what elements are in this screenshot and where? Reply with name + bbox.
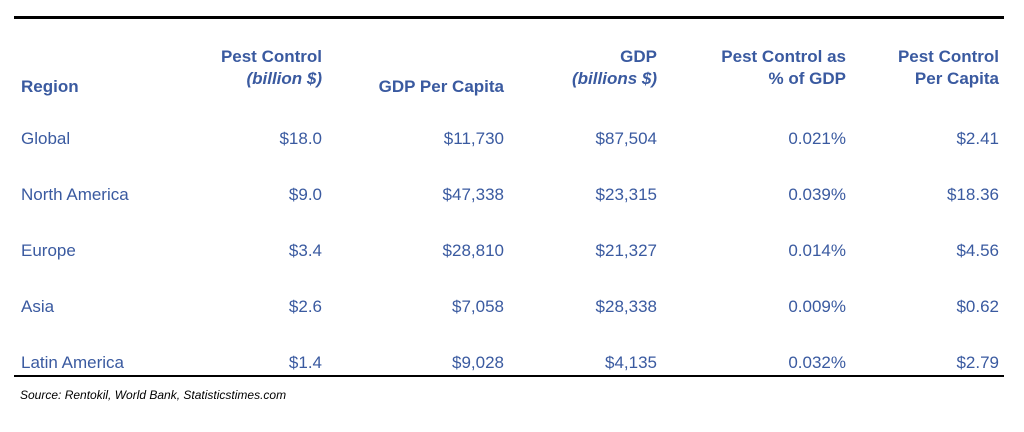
- header-gdp-per-capita: GDP Per Capita: [378, 77, 504, 96]
- cell-per-capita: $4.56: [956, 241, 999, 260]
- table-row: Global $18.0 $11,730 $87,504 0.021% $2.4…: [14, 128, 1004, 154]
- header-pest-control-pct-gdp: Pest Control as % of GDP: [721, 47, 846, 88]
- cell-gdp-per-capita: $9,028: [452, 353, 504, 372]
- cell-region: Latin America: [21, 353, 124, 372]
- header-pest-control-per-capita: Pest Control Per Capita: [897, 47, 999, 88]
- cell-pct-gdp: 0.014%: [788, 241, 846, 260]
- cell-pct-gdp: 0.009%: [788, 297, 846, 316]
- cell-pct-gdp: 0.032%: [788, 353, 846, 372]
- cell-pest-control: $3.4: [288, 241, 322, 260]
- cell-region: Asia: [21, 297, 55, 316]
- header-gdp: GDP (billions $): [572, 47, 657, 88]
- table-header: Region Pest Control (billion $) GDP Per …: [14, 47, 1004, 112]
- cell-per-capita: $2.79: [956, 353, 999, 372]
- cell-pct-gdp: 0.039%: [788, 185, 846, 204]
- cell-gdp: $28,338: [595, 297, 657, 316]
- cell-region: Global: [21, 129, 71, 148]
- cell-pest-control: $1.4: [288, 353, 322, 372]
- cell-pest-control: $2.6: [288, 297, 322, 316]
- cell-per-capita: $0.62: [956, 297, 999, 316]
- cell-gdp: $21,327: [595, 241, 657, 260]
- cell-gdp-per-capita: $7,058: [452, 297, 504, 316]
- cell-region: North America: [21, 185, 129, 204]
- top-rule: [14, 16, 1004, 19]
- bottom-rule: [14, 375, 1004, 377]
- cell-pest-control: $9.0: [288, 185, 322, 204]
- table-row: Asia $2.6 $7,058 $28,338 0.009% $0.62: [14, 296, 1004, 322]
- table-row: North America $9.0 $47,338 $23,315 0.039…: [14, 184, 1004, 210]
- cell-gdp: $23,315: [595, 185, 657, 204]
- cell-pct-gdp: 0.021%: [788, 129, 846, 148]
- cell-gdp-per-capita: $28,810: [442, 241, 504, 260]
- table-row: Latin America $1.4 $9,028 $4,135 0.032% …: [14, 352, 1004, 378]
- cell-pest-control: $18.0: [279, 129, 322, 148]
- cell-per-capita: $2.41: [956, 129, 999, 148]
- table-row: Europe $3.4 $28,810 $21,327 0.014% $4.56: [14, 240, 1004, 266]
- cell-gdp-per-capita: $11,730: [443, 129, 504, 148]
- header-pest-control: Pest Control (billion $): [220, 47, 322, 88]
- cell-gdp: $87,504: [595, 129, 657, 148]
- cell-gdp-per-capita: $47,338: [442, 185, 504, 204]
- header-region: Region: [21, 77, 79, 96]
- cell-per-capita: $18.36: [947, 185, 999, 204]
- cell-gdp: $4,135: [605, 353, 657, 372]
- source-note: Source: Rentokil, World Bank, Statistics…: [20, 388, 287, 402]
- cell-region: Europe: [21, 241, 76, 260]
